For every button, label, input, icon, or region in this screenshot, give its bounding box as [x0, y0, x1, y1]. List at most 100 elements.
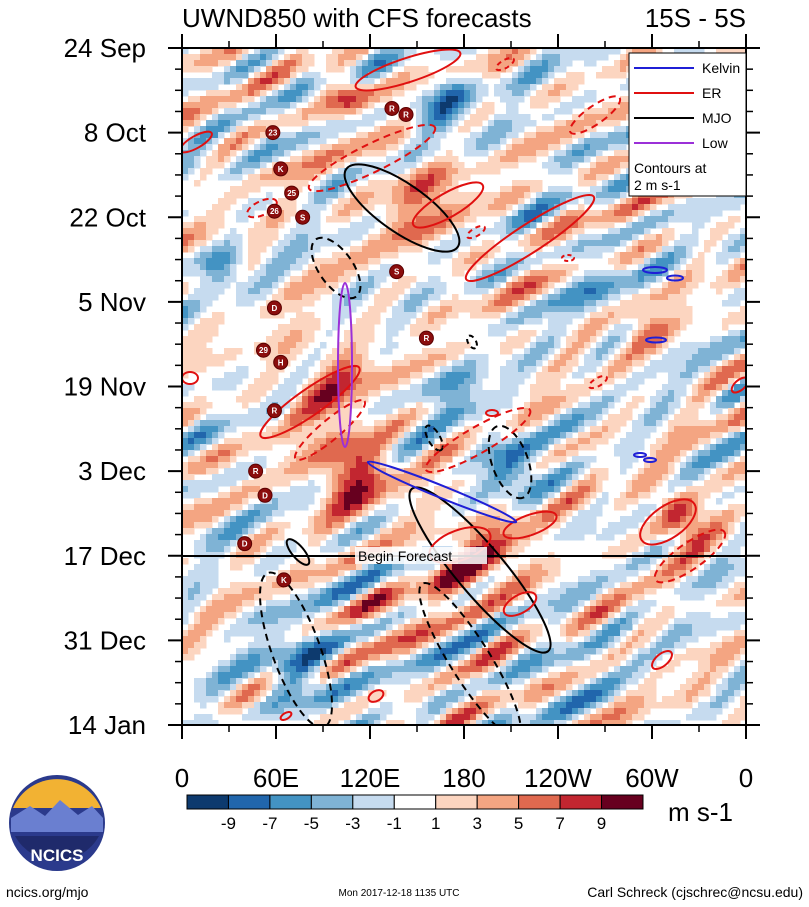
field-cell [410, 180, 417, 187]
field-cell [380, 66, 387, 73]
field-cell [524, 462, 531, 469]
field-cell [296, 228, 303, 235]
field-cell [560, 126, 567, 133]
field-cell [572, 396, 579, 403]
field-cell [542, 132, 549, 139]
field-cell [404, 420, 411, 427]
field-cell [596, 150, 603, 157]
field-cell [380, 108, 387, 115]
field-cell [506, 54, 513, 61]
field-cell [458, 306, 465, 313]
field-cell [458, 360, 465, 367]
field-cell [314, 174, 321, 181]
field-cell [326, 432, 333, 439]
field-cell [440, 180, 447, 187]
field-cell [530, 408, 537, 415]
field-cell [650, 342, 657, 349]
field-cell [722, 336, 729, 343]
field-cell [266, 240, 273, 247]
field-cell [302, 246, 309, 253]
field-cell [620, 462, 627, 469]
field-cell [278, 300, 285, 307]
field-cell [290, 156, 297, 163]
field-cell [476, 378, 483, 385]
field-cell [530, 294, 537, 301]
field-cell [740, 258, 746, 265]
field-cell [590, 222, 597, 229]
field-cell [398, 120, 405, 127]
field-cell [350, 168, 357, 175]
field-cell [356, 144, 363, 151]
field-cell [710, 348, 717, 355]
field-cell [716, 438, 723, 445]
field-cell [524, 444, 531, 451]
field-cell [500, 264, 507, 271]
field-cell [242, 366, 249, 373]
field-cell [560, 354, 567, 361]
field-cell [236, 138, 243, 145]
field-cell [350, 372, 357, 379]
field-cell [284, 234, 291, 241]
field-cell [518, 288, 525, 295]
field-cell [314, 318, 321, 325]
field-cell [668, 378, 675, 385]
field-cell [626, 432, 633, 439]
field-cell [506, 402, 513, 409]
field-cell [308, 216, 315, 223]
field-cell [314, 186, 321, 193]
field-cell [314, 234, 321, 241]
field-cell [380, 150, 387, 157]
field-cell [308, 240, 315, 247]
field-cell [224, 372, 231, 379]
field-cell [506, 252, 513, 259]
field-cell [680, 408, 687, 415]
field-cell [632, 240, 639, 247]
field-cell [554, 228, 561, 235]
field-cell [242, 84, 249, 91]
field-cell [356, 450, 363, 457]
field-cell [290, 180, 297, 187]
field-cell [644, 306, 651, 313]
field-cell [596, 162, 603, 169]
field-cell [608, 294, 615, 301]
field-cell [368, 180, 375, 187]
field-cell [656, 450, 663, 457]
field-cell [554, 408, 561, 415]
field-cell [536, 126, 543, 133]
field-cell [662, 360, 669, 367]
field-cell [398, 450, 405, 457]
field-cell [458, 342, 465, 349]
field-cell [212, 432, 219, 439]
field-cell [512, 390, 519, 397]
field-cell [260, 432, 267, 439]
field-cell [182, 390, 189, 397]
field-cell [596, 282, 603, 289]
field-cell [230, 276, 237, 283]
field-cell [458, 462, 465, 469]
field-cell [308, 318, 315, 325]
field-cell [530, 282, 537, 289]
field-cell [422, 366, 429, 373]
field-cell [188, 228, 195, 235]
field-cell [626, 456, 633, 463]
field-cell [512, 372, 519, 379]
field-cell [224, 168, 231, 175]
field-cell [482, 108, 489, 115]
field-cell [602, 438, 609, 445]
field-cell [182, 342, 189, 349]
field-cell [638, 468, 645, 475]
field-cell [572, 390, 579, 397]
field-cell [392, 372, 399, 379]
field-cell [446, 66, 453, 73]
field-cell [302, 294, 309, 301]
field-cell [698, 450, 705, 457]
field-cell [632, 312, 639, 319]
field-cell [326, 384, 333, 391]
field-cell [254, 252, 261, 259]
field-cell [380, 378, 387, 385]
field-cell [338, 420, 345, 427]
field-cell [554, 354, 561, 361]
field-cell [710, 444, 717, 451]
field-cell [302, 138, 309, 145]
field-cell [572, 72, 579, 79]
